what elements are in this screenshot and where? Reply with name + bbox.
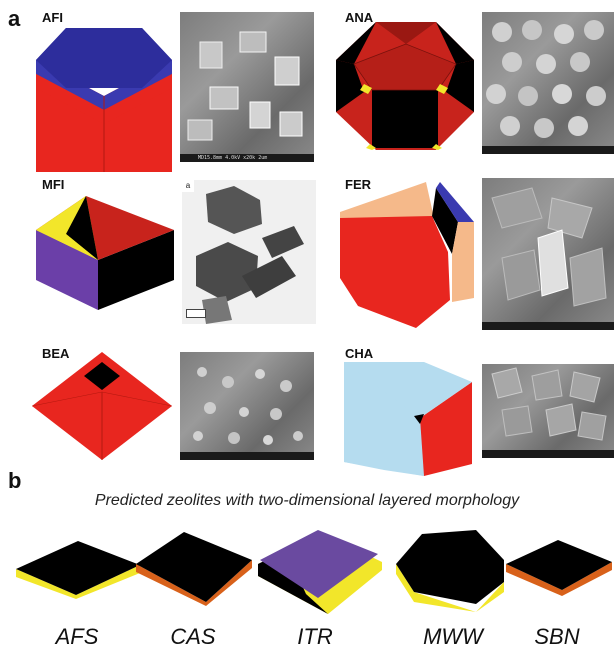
mfi-tem-image: a <box>182 180 316 324</box>
fer-sem-image <box>482 178 614 330</box>
afs-label: AFS <box>55 624 99 649</box>
afs-crystal-model <box>16 535 140 599</box>
sbn-label: SBN <box>534 624 580 649</box>
afi-sem-image: MD15.8mm 4.0kV x20k 2um <box>180 12 314 162</box>
fer-sem-databar <box>482 322 614 330</box>
mfi-tem-scalebar <box>186 309 206 318</box>
ana-label: ANA <box>345 10 374 25</box>
ana-sem-databar <box>482 146 614 154</box>
mww-crystal-model <box>396 530 504 612</box>
cha-sem-databar <box>482 450 614 458</box>
bea-sem-image <box>180 352 314 460</box>
mww-label: MWW <box>423 624 483 649</box>
fer-crystal-model <box>340 182 478 328</box>
fer-label: FER <box>345 177 371 192</box>
ana-crystal-model <box>336 22 474 150</box>
cha-crystal-model <box>344 362 472 476</box>
mfi-label: MFI <box>42 177 65 192</box>
bea-sem-databar <box>180 452 314 460</box>
bea-crystal-model <box>32 350 172 460</box>
ana-sem-image <box>482 12 614 154</box>
mfi-tem-marker: a <box>182 180 194 192</box>
panel-b-letter: b <box>8 468 22 493</box>
panel-b-caption: Predicted zeolites with two-dimensional … <box>94 492 520 509</box>
bea-label: BEA <box>42 346 70 361</box>
afi-label: AFI <box>42 10 63 25</box>
cha-label: CHA <box>345 346 374 361</box>
afi-crystal-model <box>36 22 172 172</box>
cha-sem-image <box>482 364 614 458</box>
cas-label: CAS <box>170 624 216 649</box>
panel-a-letter: a <box>8 6 21 31</box>
itr-label: ITR <box>297 624 333 649</box>
itr-crystal-model <box>258 524 382 616</box>
mfi-crystal-model <box>36 190 174 310</box>
sbn-crystal-model <box>506 538 612 596</box>
afi-sem-databar: MD15.8mm 4.0kV x20k 2um <box>180 154 314 162</box>
cas-crystal-model <box>136 528 252 606</box>
